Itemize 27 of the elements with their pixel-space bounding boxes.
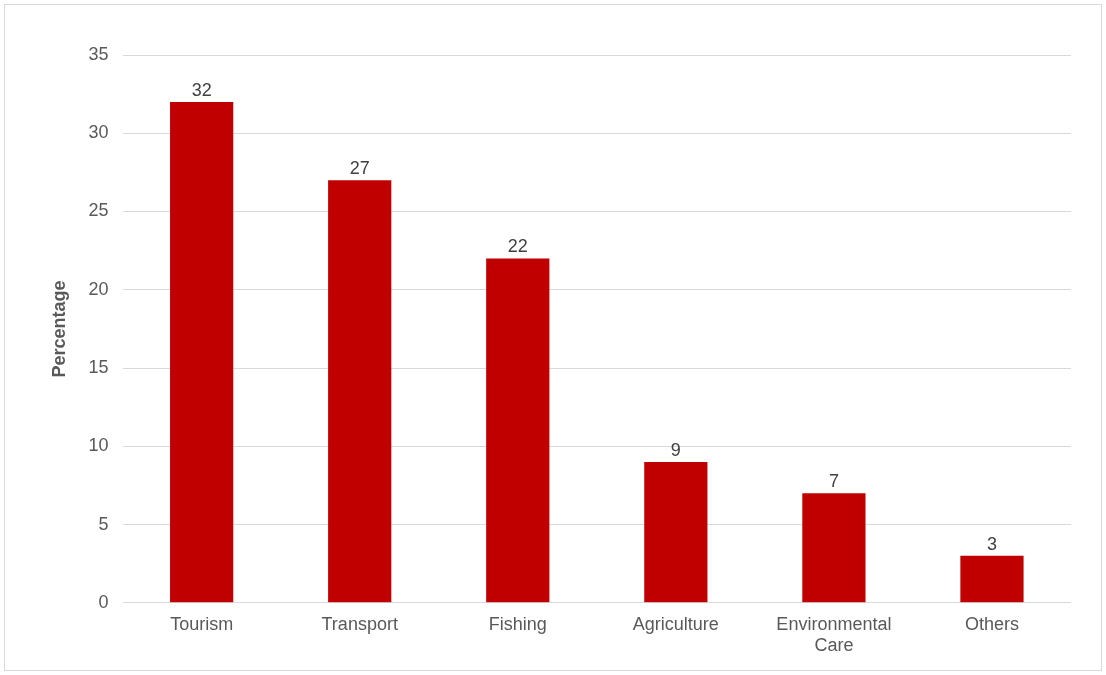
y-tick-label: 10 xyxy=(88,435,109,456)
data-label: 22 xyxy=(507,236,528,257)
bar xyxy=(802,493,866,603)
data-label: 7 xyxy=(828,471,839,492)
y-axis-title: Percentage xyxy=(48,280,69,378)
y-tick-label: 0 xyxy=(98,591,109,612)
x-tick-label: Tourism xyxy=(170,613,234,634)
bar xyxy=(486,258,550,603)
y-tick-label: 25 xyxy=(88,200,109,221)
x-tick-label: Transport xyxy=(321,613,398,634)
bar xyxy=(170,101,234,603)
data-label: 32 xyxy=(191,79,212,100)
y-tick-label: 30 xyxy=(88,122,109,143)
y-tick-label: 15 xyxy=(88,357,109,377)
x-tick-label: Fishing xyxy=(488,613,547,634)
x-tick-label: Others xyxy=(964,613,1019,634)
bar xyxy=(328,180,392,603)
data-label: 9 xyxy=(670,439,681,460)
x-tick-label: Agriculture xyxy=(632,613,719,634)
bar xyxy=(960,555,1024,603)
y-tick-label: 5 xyxy=(98,513,109,534)
y-tick-label: 20 xyxy=(88,278,109,299)
data-label: 27 xyxy=(349,158,370,179)
bar xyxy=(644,461,708,603)
y-tick-label: 35 xyxy=(88,43,109,64)
data-label: 3 xyxy=(986,533,997,554)
x-tick-label: Environmental Care xyxy=(776,613,892,656)
